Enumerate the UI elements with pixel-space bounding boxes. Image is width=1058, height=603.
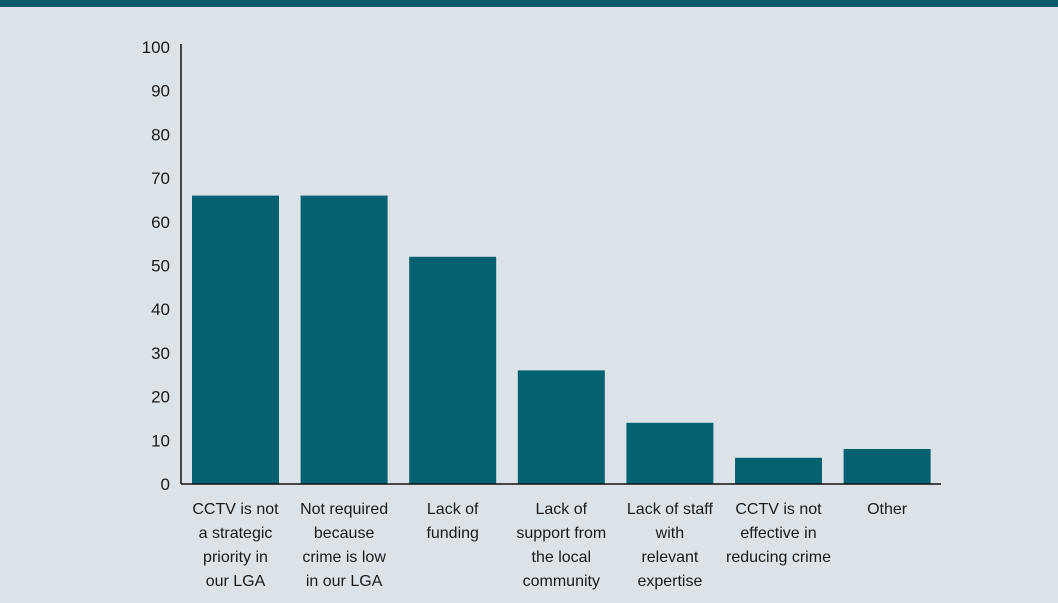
x-category-label-line: Lack of: [427, 501, 479, 518]
x-category-label-line: CCTV is not: [735, 501, 822, 518]
x-category-label-line: reducing crime: [726, 549, 831, 566]
y-tick-label: 70: [151, 169, 170, 188]
bar: [517, 370, 605, 484]
y-tick-label: 0: [161, 475, 170, 494]
x-category-label-line: Lack of: [536, 501, 588, 518]
x-category-label-line: a strategic: [199, 525, 273, 542]
x-category-label-line: Not required: [300, 501, 388, 518]
y-tick-label: 10: [151, 431, 170, 450]
x-category-label-line: community: [523, 573, 600, 590]
x-category-label: Other: [867, 501, 908, 518]
x-category-label-line: Other: [867, 501, 908, 518]
x-category-label-line: our LGA: [206, 573, 266, 590]
y-tick-label: 20: [151, 388, 170, 407]
x-category-label-line: in our LGA: [306, 573, 383, 590]
bar: [409, 256, 497, 484]
x-category-label-line: Lack of staff: [627, 501, 714, 518]
x-category-label: Lack of support from the local community: [516, 501, 606, 590]
y-tick-label: 80: [151, 125, 170, 144]
bars-group: [192, 195, 931, 484]
x-category-label-line: CCTV is not: [192, 501, 279, 518]
y-tick-label: 40: [151, 300, 170, 319]
x-category-label-line: expertise: [637, 573, 702, 590]
bar: [843, 449, 931, 484]
bar: [626, 422, 714, 484]
x-category-label: CCTV is not a strategic priority in our LGA: [192, 501, 279, 590]
y-axis-ticks: 0 10 20 30 40 50 60 70 80 90 100: [142, 38, 170, 494]
bar: [300, 195, 388, 484]
y-tick-label: 50: [151, 257, 170, 276]
y-tick-label: 60: [151, 213, 170, 232]
x-category-label-line: crime is low: [302, 549, 386, 566]
y-tick-label: 100: [142, 38, 170, 57]
x-category-label: Not required because crime is low in our LG…: [300, 501, 388, 590]
x-axis-labels: CCTV is not a strategic priority in our LGA…: [192, 501, 907, 590]
x-category-label: Lack of staff with relevant expertise: [627, 501, 714, 590]
x-category-label-line: support from: [516, 525, 606, 542]
y-tick-label: 90: [151, 82, 170, 101]
y-tick-label: 30: [151, 344, 170, 363]
x-category-label-line: priority in: [203, 549, 268, 566]
bar: [735, 457, 822, 484]
x-category-label-line: because: [314, 525, 375, 542]
x-category-label-line: the local: [532, 549, 592, 566]
x-category-label-line: effective in: [740, 525, 816, 542]
x-category-label: Lack of funding: [426, 501, 479, 542]
bar: [192, 195, 279, 484]
x-category-label: CCTV is not effective in reducing crime: [726, 501, 831, 566]
x-category-label-line: funding: [426, 525, 479, 542]
x-category-label-line: relevant: [641, 549, 698, 566]
header-bar: [0, 0, 1058, 7]
x-category-label-line: with: [655, 525, 684, 542]
